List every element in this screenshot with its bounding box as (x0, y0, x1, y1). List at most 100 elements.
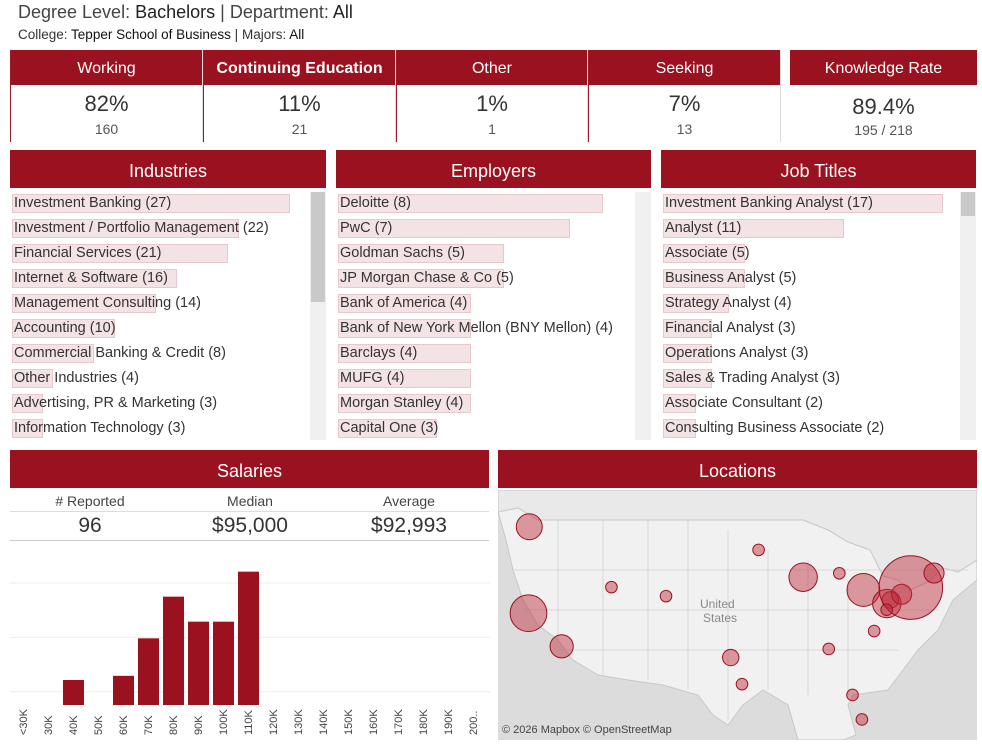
industry-row[interactable]: Investment Banking (27) (10, 192, 310, 217)
job-titles-list[interactable]: Investment Banking Analyst (17) Analyst (… (661, 192, 960, 440)
location-marker[interactable] (891, 583, 913, 605)
salary-bar[interactable] (238, 571, 259, 705)
location-marker[interactable] (867, 624, 881, 638)
location-marker[interactable] (788, 562, 818, 592)
job-title-row[interactable]: Investment Banking Analyst (17) (661, 192, 960, 217)
job-title-row[interactable]: Business Analyst (5) (661, 267, 960, 292)
salaries-chart-top-border (10, 540, 489, 541)
employer-row[interactable]: MUFG (4) (336, 367, 636, 392)
kpi-continuing-education-label: Continuing Education (204, 50, 395, 85)
salary-bar[interactable] (163, 596, 184, 705)
job-title-bar (663, 394, 696, 413)
employer-row[interactable]: JP Morgan Chase & Co (5) (336, 267, 636, 292)
employer-row[interactable]: Morgan Stanley (4) (336, 392, 636, 417)
job-title-row[interactable]: Operations Analyst (3) (661, 342, 960, 367)
job-title-bar (663, 344, 713, 363)
salary-tick-label: 120K (268, 709, 280, 735)
job-title-row[interactable]: Analyst (11) (661, 217, 960, 242)
salary-bar[interactable] (213, 621, 234, 705)
location-marker[interactable] (880, 603, 894, 617)
salary-tick-label: 190K (443, 709, 455, 735)
industry-bar (12, 244, 229, 263)
salary-tick-label: 40K (68, 715, 80, 735)
location-marker[interactable] (659, 589, 673, 603)
industries-scroll-thumb[interactable] (311, 192, 325, 302)
industry-bar (12, 194, 290, 213)
employer-label: PwC (7) (340, 220, 393, 236)
location-marker[interactable] (735, 677, 749, 691)
industry-row[interactable]: Other Industries (4) (10, 367, 310, 392)
location-marker[interactable] (878, 555, 944, 620)
job-titles-scrollbar[interactable] (960, 192, 976, 440)
industries-header: Industries (10, 150, 326, 188)
job-title-row[interactable]: Associate Consultant (2) (661, 392, 960, 417)
location-marker[interactable] (752, 543, 765, 557)
job-title-row[interactable]: Consulting Business Associate (2) (661, 417, 960, 440)
employer-row[interactable]: Bank of America (4) (336, 292, 636, 317)
salary-tick-label: 90K (193, 715, 205, 735)
job-title-row[interactable]: Sales & Trading Analyst (3) (661, 367, 960, 392)
employers-list[interactable]: Deloitte (8) PwC (7) Goldman Sachs (5) JP M… (336, 192, 636, 440)
industry-label: Management Consulting (14) (14, 295, 201, 311)
job-title-row[interactable]: Associate (5) (661, 242, 960, 267)
map-canvas[interactable]: United States (498, 490, 977, 740)
location-marker[interactable] (605, 580, 618, 594)
location-marker[interactable] (855, 713, 869, 726)
industry-row[interactable]: Advertising, PR & Marketing (3) (10, 392, 310, 417)
location-marker[interactable] (722, 648, 740, 667)
median-value: $95,000 (212, 514, 288, 537)
kpi-working[interactable]: Working 82% 160 (10, 50, 203, 142)
job-title-row[interactable]: Strategy Analyst (4) (661, 292, 960, 317)
kpi-continuing-education[interactable]: Continuing Education 11% 21 (203, 50, 396, 142)
employer-row[interactable]: Capital One (3) (336, 417, 636, 442)
college-value[interactable]: Tepper School of Business (71, 27, 231, 42)
salary-tick-label: 50K (93, 715, 105, 735)
location-markers[interactable] (509, 513, 945, 726)
location-marker[interactable] (549, 634, 574, 659)
location-marker[interactable] (846, 688, 859, 702)
salary-bar[interactable] (188, 621, 209, 705)
employer-row[interactable]: Barclays (4) (336, 342, 636, 367)
industry-row[interactable]: Investment / Portfolio Management (22) (10, 217, 310, 242)
employer-label: Morgan Stanley (4) (340, 395, 464, 411)
locations-map[interactable]: United States © 2026 Mapbox © OpenStreet… (498, 490, 977, 740)
job-title-label: Associate Consultant (2) (665, 395, 823, 411)
job-titles-scroll-thumb[interactable] (961, 192, 975, 216)
majors-value[interactable]: All (289, 27, 305, 42)
degree-value[interactable]: Bachelors (135, 2, 216, 22)
employer-label: MUFG (4) (340, 370, 405, 386)
employer-row[interactable]: Bank of New York Mellon (BNY Mellon) (4) (336, 317, 636, 342)
industry-row[interactable]: Accounting (10) (10, 317, 310, 342)
industry-row[interactable]: Management Consulting (14) (10, 292, 310, 317)
location-marker[interactable] (822, 642, 836, 656)
salary-bar[interactable] (63, 680, 84, 705)
location-marker[interactable] (923, 562, 945, 584)
industry-row[interactable]: Commercial Banking & Credit (8) (10, 342, 310, 367)
industry-bar (12, 394, 43, 413)
department-value[interactable]: All (332, 2, 353, 22)
location-marker[interactable] (846, 573, 881, 607)
knowledge-rate-percent: 89.4% (852, 94, 915, 119)
industries-scrollbar[interactable] (310, 192, 326, 440)
job-title-label: Investment Banking Analyst (17) (665, 195, 873, 211)
employers-scrollbar[interactable] (635, 192, 651, 440)
salaries-divider (10, 511, 489, 512)
employer-row[interactable]: Deloitte (8) (336, 192, 636, 217)
salary-bar[interactable] (138, 638, 159, 705)
location-marker[interactable] (833, 566, 846, 580)
kpi-other[interactable]: Other 1% 1 (396, 50, 588, 142)
kpi-seeking[interactable]: Seeking 7% 13 (588, 50, 781, 142)
employer-row[interactable]: PwC (7) (336, 217, 636, 242)
employer-row[interactable]: Goldman Sachs (5) (336, 242, 636, 267)
salary-bar[interactable] (113, 675, 134, 705)
job-title-row[interactable]: Financial Analyst (3) (661, 317, 960, 342)
kpi-other-percent: 1% (476, 91, 508, 116)
salary-tick-label: 110K (243, 709, 255, 735)
location-marker[interactable] (515, 513, 543, 541)
industry-row[interactable]: Internet & Software (16) (10, 267, 310, 292)
industries-list[interactable]: Investment Banking (27) Investment / Port… (10, 192, 310, 440)
employers-header: Employers (336, 150, 651, 188)
industry-row[interactable]: Financial Services (21) (10, 242, 310, 267)
industry-row[interactable]: Information Technology (3) (10, 417, 310, 440)
location-marker[interactable] (509, 594, 548, 633)
